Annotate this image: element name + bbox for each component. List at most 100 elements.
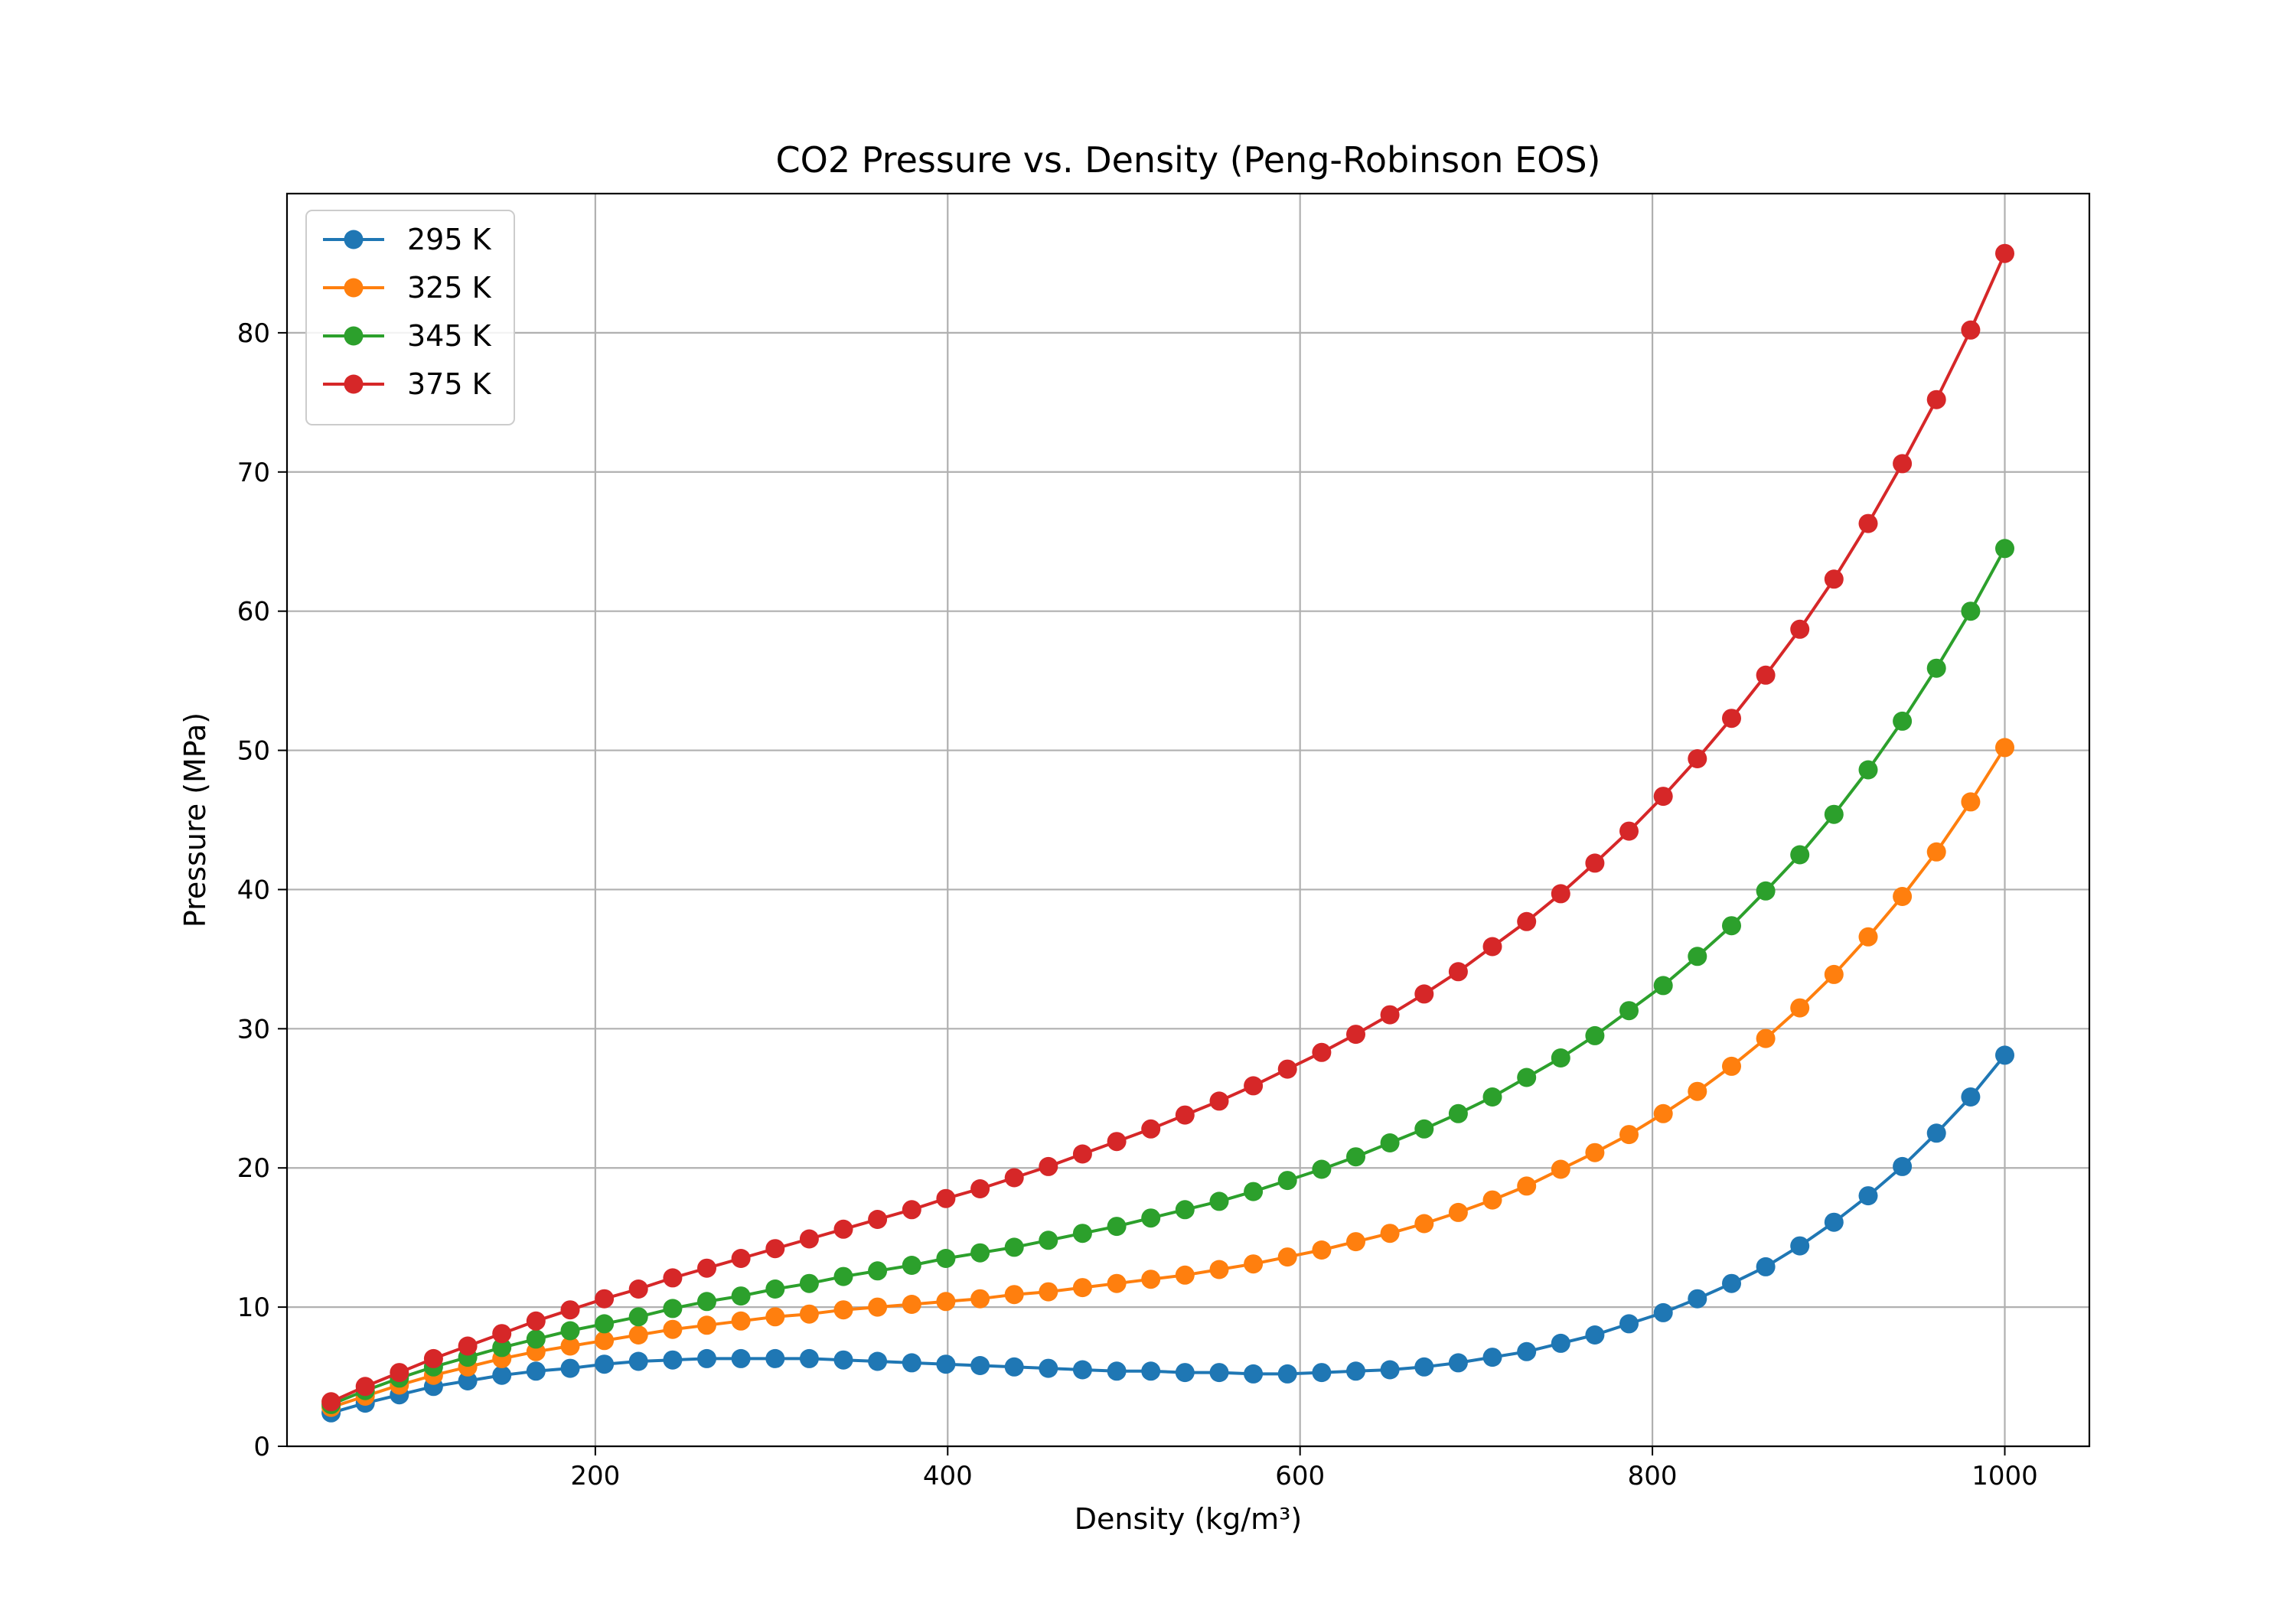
data-point [1722,709,1741,729]
data-point [1039,1231,1058,1250]
data-point [1756,665,1776,685]
data-point [1756,881,1776,901]
legend-label: 295 K [407,223,492,256]
data-point [1722,916,1741,936]
data-point [765,1348,785,1368]
data-point [1244,1182,1264,1201]
data-point [1107,1273,1127,1293]
data-point [868,1261,888,1281]
y-tick-label: 30 [237,1014,270,1045]
data-point [595,1354,615,1374]
data-point [1414,1357,1434,1377]
data-point [936,1249,956,1268]
data-point [1039,1156,1058,1176]
data-point [355,1377,375,1397]
data-point [1790,619,1810,639]
data-point [697,1292,716,1312]
data-point [1893,1156,1913,1176]
data-point [1517,911,1537,931]
x-tick-label: 600 [1275,1461,1325,1491]
data-point [697,1258,716,1278]
data-point [560,1300,580,1320]
data-point [1961,1087,1981,1107]
data-point [1141,1270,1161,1289]
x-tick-label: 200 [570,1461,620,1491]
data-point [1619,821,1639,841]
data-point [833,1350,853,1370]
data-point [628,1351,648,1371]
data-point [1688,947,1707,966]
data-point [697,1315,716,1335]
data-point [765,1239,785,1259]
data-point [731,1348,751,1368]
data-point [902,1295,921,1314]
legend-marker [344,230,364,249]
data-point [1653,1302,1673,1322]
y-tick-label: 20 [237,1153,270,1184]
legend-item: 345 K [323,319,492,353]
data-point [1448,962,1468,982]
data-point [1277,1364,1297,1384]
data-point [1380,1224,1400,1244]
data-point [765,1307,785,1327]
data-point [1414,984,1434,1004]
data-point [1926,658,1946,678]
data-point [1995,243,2014,263]
data-point [1141,1208,1161,1228]
data-point [1346,1025,1365,1045]
ticks: 200 400 600 800 1000 0 10 20 30 40 50 60 70 80 [237,318,2038,1491]
data-point [1858,927,1878,947]
data-point [663,1350,683,1370]
data-point [1824,964,1844,984]
data-point [1858,1186,1878,1206]
y-tick-label: 0 [253,1432,270,1462]
data-point [970,1289,990,1309]
data-point [697,1348,716,1368]
data-point [1995,539,2014,559]
y-tick-label: 80 [237,318,270,349]
data-point [1175,1363,1195,1383]
data-point [1995,738,2014,758]
data-point [1277,1059,1297,1079]
legend-box [305,210,515,425]
y-tick-label: 60 [237,597,270,627]
data-point [799,1273,819,1293]
data-point [1961,601,1981,621]
data-point [1072,1278,1092,1298]
data-point [1072,1360,1092,1380]
x-axis-label: Density (kg/m³) [1075,1502,1302,1536]
y-tick-label: 40 [237,875,270,905]
data-point [902,1353,921,1373]
data-point [1380,1005,1400,1025]
data-point [1312,1159,1332,1179]
data-point [1722,1056,1741,1076]
x-tick-label: 800 [1628,1461,1678,1491]
data-point [1585,1143,1605,1162]
data-point [1551,884,1570,904]
data-point [902,1200,921,1220]
data-point [1209,1363,1229,1383]
data-point [936,1292,956,1312]
data-point [731,1286,751,1306]
y-tick-label: 50 [237,736,270,767]
data-point [1551,1159,1570,1179]
x-tick-label: 400 [923,1461,973,1491]
data-point [936,1188,956,1208]
data-point [1995,1045,2014,1065]
data-point [321,1392,341,1412]
data-point [1893,887,1913,906]
data-point [1482,1190,1502,1210]
data-point [1926,842,1946,862]
data-point [1756,1028,1776,1048]
data-point [1688,749,1707,768]
data-point [492,1338,512,1358]
data-point [1824,804,1844,824]
data-point [1824,569,1844,589]
legend-marker [344,326,364,346]
data-point [628,1307,648,1327]
data-point [1141,1361,1161,1381]
data-point [868,1210,888,1229]
data-point [1448,1103,1468,1123]
plot-frame [285,192,2091,1448]
data-point [1448,1353,1468,1373]
